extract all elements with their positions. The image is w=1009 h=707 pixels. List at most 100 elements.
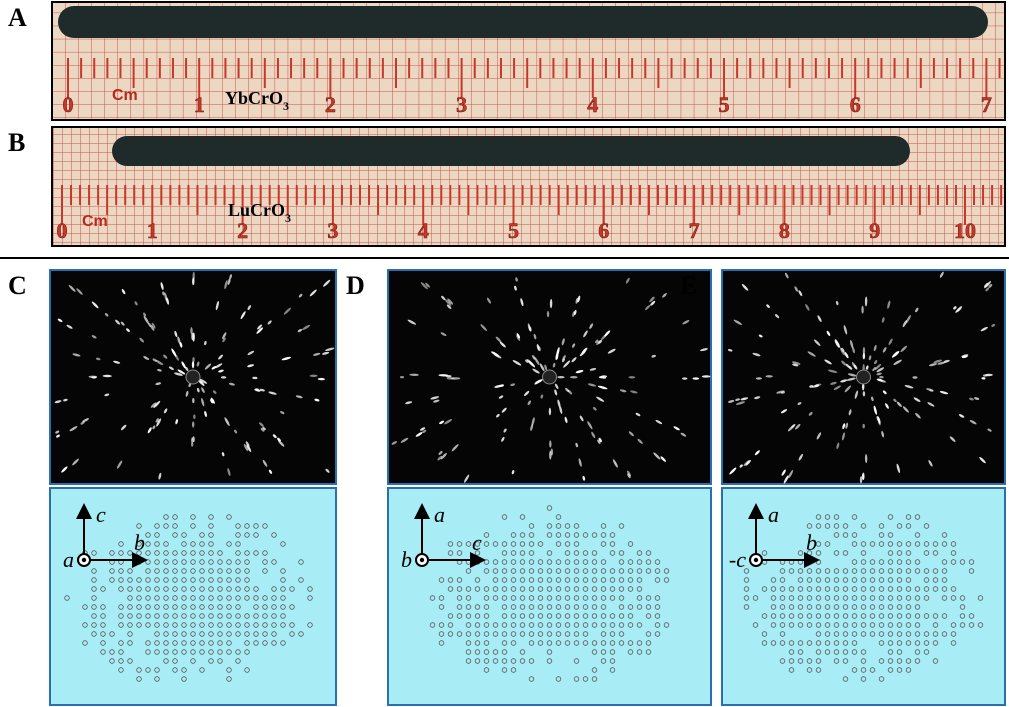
simulated-spot (815, 649, 822, 655)
diffraction-spot (874, 360, 878, 365)
simulated-spot (235, 631, 241, 637)
simulated-spot (208, 523, 214, 529)
simulated-spot (253, 622, 259, 628)
simulated-spot (190, 523, 196, 529)
simulated-spot (591, 604, 598, 610)
diffraction-spot (201, 397, 205, 407)
axis-label: a (434, 502, 445, 527)
simulated-spot (833, 622, 840, 628)
diffraction-spot (190, 442, 194, 447)
diffraction-spot (844, 351, 849, 359)
simulated-spot (609, 667, 616, 673)
diffraction-spot (872, 367, 877, 372)
simulated-spot (609, 658, 616, 664)
simulated-spot (878, 586, 885, 592)
simulated-spot (582, 604, 589, 610)
simulated-spot (528, 559, 535, 565)
simulated-spot (618, 604, 625, 610)
simulated-spot (474, 604, 481, 610)
diffraction-spot (740, 397, 749, 401)
crystal-rod (58, 6, 988, 38)
simulated-spot (564, 631, 571, 637)
simulated-spot (127, 640, 133, 646)
simulated-spot (528, 613, 535, 619)
simulated-spot (600, 568, 607, 574)
diffraction-spot (859, 476, 863, 484)
simulated-spot (824, 523, 831, 529)
simulated-spot (474, 586, 481, 592)
diffraction-spot (463, 474, 470, 483)
simulated-spot (235, 541, 241, 547)
simulated-spot (833, 658, 840, 664)
simulated-spot (172, 622, 178, 628)
diffraction-spot (826, 330, 831, 337)
simulated-spot (546, 523, 553, 529)
diffraction-spot (587, 421, 593, 430)
simulated-spot (546, 622, 553, 628)
diffraction-spot (325, 347, 335, 352)
simulated-spot (226, 514, 232, 520)
diffraction-spot (876, 367, 885, 373)
simulated-spot (896, 613, 903, 619)
simulated-spot (878, 532, 885, 538)
simulated-spot (824, 595, 831, 601)
simulated-spot (950, 595, 957, 601)
simulated-spot (869, 613, 876, 619)
simulated-spot (600, 658, 607, 664)
diffraction-spot (120, 424, 127, 431)
diffraction-spot (218, 369, 224, 373)
simulated-spot (474, 577, 481, 583)
simulated-spot (492, 577, 499, 583)
diffraction-spot (210, 397, 215, 404)
simulated-spot (181, 631, 187, 637)
simulated-spot (932, 658, 939, 664)
diffraction-spot (598, 437, 602, 443)
simulated-spot (905, 586, 912, 592)
simulated-spot (779, 622, 786, 628)
diffraction-spot (864, 454, 868, 464)
diffraction-spot (451, 444, 459, 452)
diffraction-spot (682, 377, 688, 380)
simulated-spot (815, 514, 822, 520)
simulated-spot (208, 631, 214, 637)
axis-origin-dot (81, 557, 87, 563)
simulated-spot (447, 541, 454, 547)
simulated-spot (199, 559, 205, 565)
simulated-spot (851, 514, 858, 520)
simulated-spot (465, 604, 472, 610)
simulated-spot (950, 631, 957, 637)
simulated-spot (600, 586, 607, 592)
simulated-spot (627, 640, 634, 646)
simulated-spot (289, 631, 295, 637)
simulated-spot (163, 658, 169, 664)
scale-number: 7 (689, 218, 700, 243)
diffraction-spot (224, 280, 228, 290)
simulated-spot (833, 631, 840, 637)
diffraction-spot (628, 431, 634, 437)
simulated-spot (573, 658, 580, 664)
simulated-spot (528, 676, 535, 682)
simulated-spot (145, 532, 151, 538)
simulated-spot (280, 613, 286, 619)
diffraction-spot (438, 451, 443, 455)
simulated-spot (546, 631, 553, 637)
diffraction-spot (76, 288, 83, 295)
diffraction-spot (798, 453, 803, 461)
simulated-spot (887, 604, 894, 610)
simulated-spot (555, 532, 562, 538)
diffraction-spot (121, 289, 126, 295)
simulated-spot (145, 649, 151, 655)
simulated-spot (289, 586, 295, 592)
simulated-spot (959, 604, 966, 610)
diffraction-spot (612, 459, 618, 468)
simulated-spot (217, 559, 223, 565)
simulated-spot (163, 550, 169, 556)
diffraction-spot (91, 335, 97, 339)
diffraction-spot (969, 397, 974, 401)
simulated-spot (833, 613, 840, 619)
simulated-spot (91, 568, 97, 574)
simulated-spot (582, 586, 589, 592)
simulated-spot (609, 631, 616, 637)
diffraction-spot (575, 369, 584, 374)
simulated-spot (271, 622, 277, 628)
